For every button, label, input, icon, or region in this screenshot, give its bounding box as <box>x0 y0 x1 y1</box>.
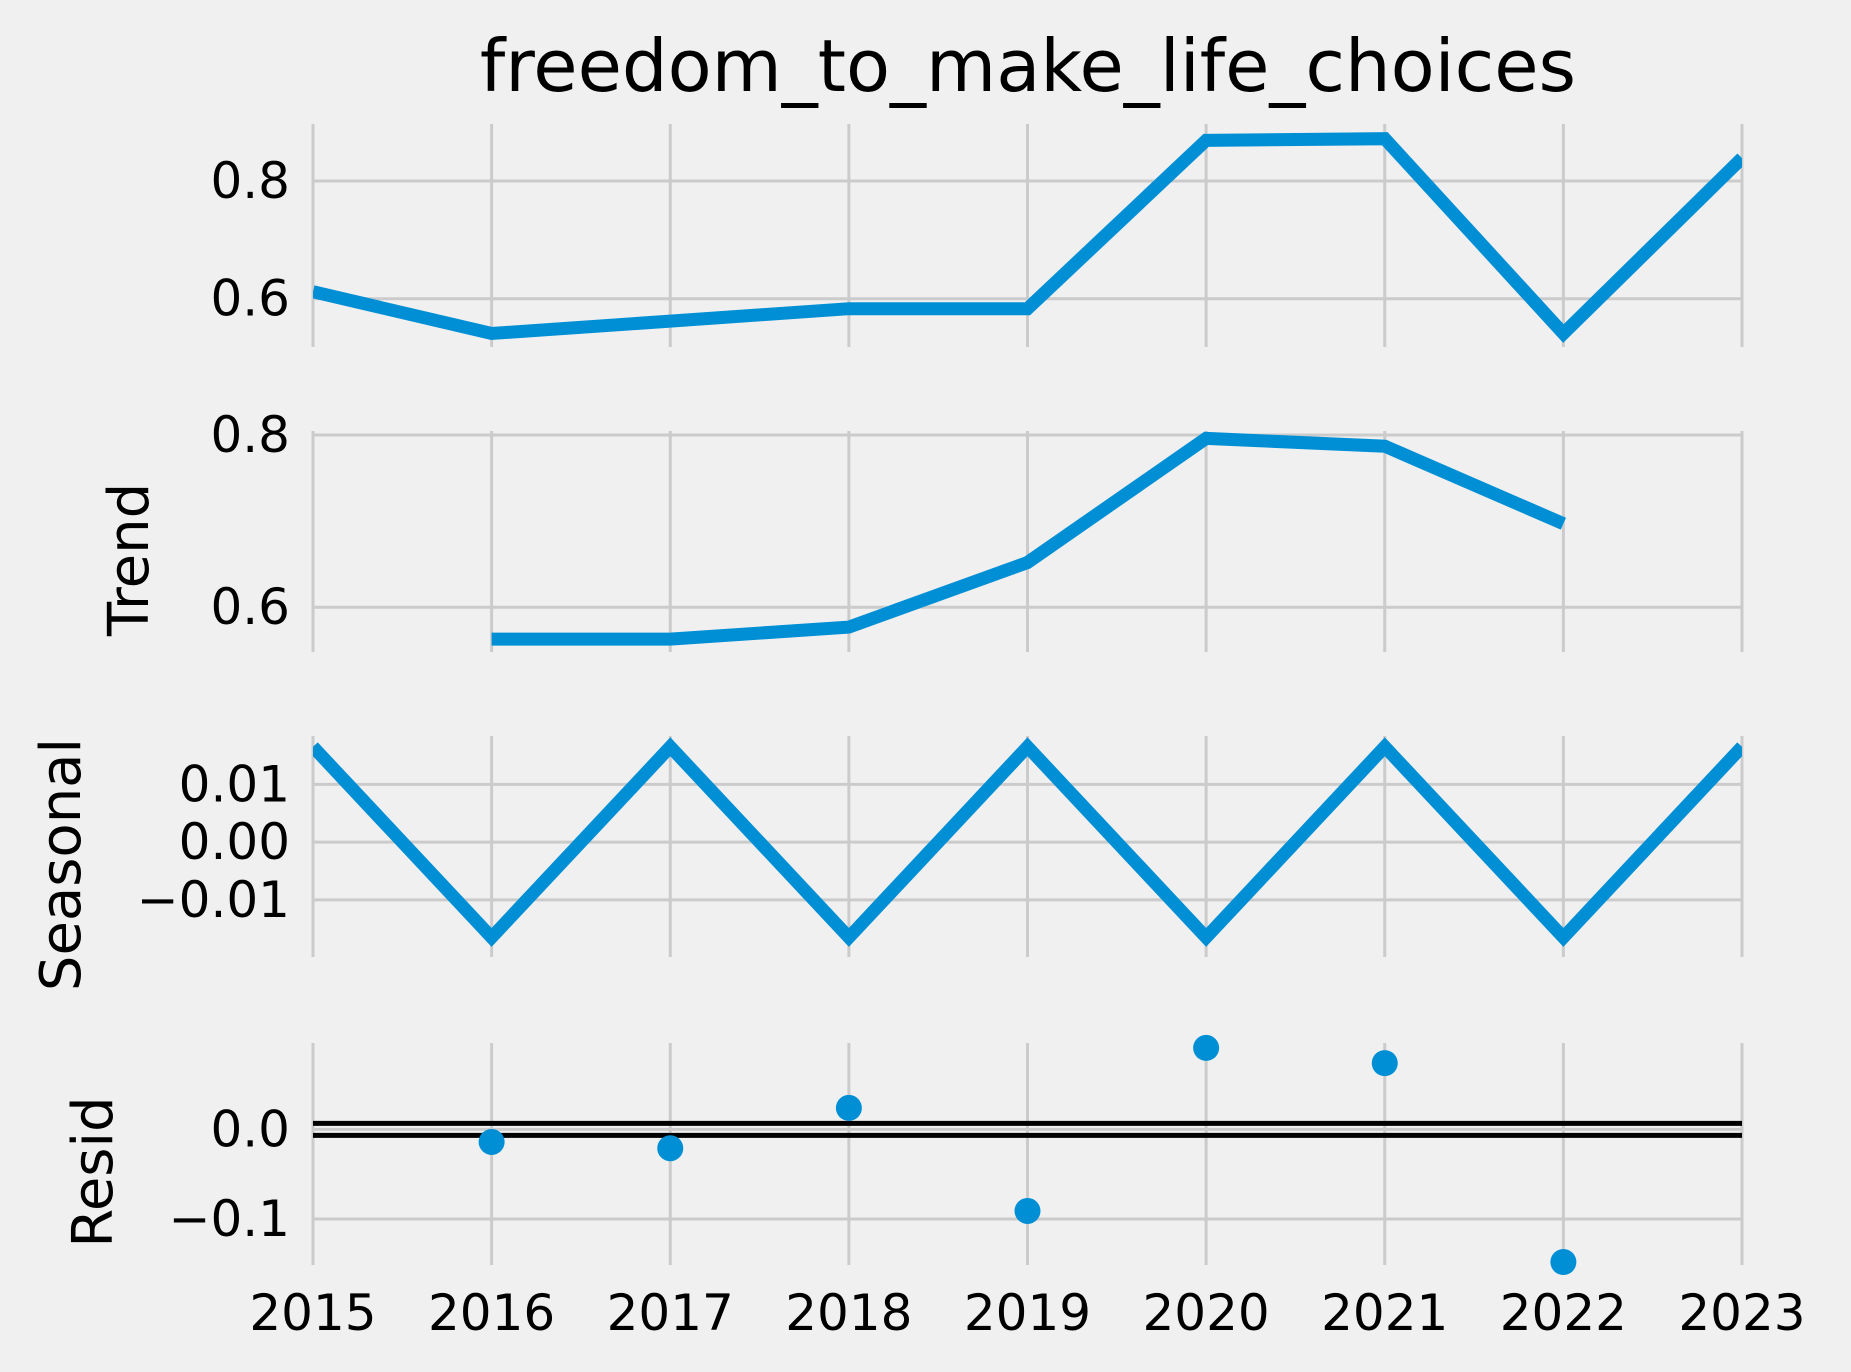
panel-ylabel-resid: Resid <box>61 1096 126 1247</box>
y-tick-label: 0.6 <box>210 578 290 636</box>
x-tick-label: 2016 <box>428 1284 555 1342</box>
resid-point <box>1550 1249 1577 1275</box>
panel-ylabel-trend: Trend <box>97 483 162 637</box>
x-tick-label: 2017 <box>607 1284 734 1342</box>
y-tick-label: 0.01 <box>179 755 290 813</box>
x-tick-label: 2022 <box>1500 1284 1627 1342</box>
resid-point <box>1371 1050 1398 1077</box>
y-tick-label: −0.1 <box>169 1190 290 1248</box>
x-tick-label: 2018 <box>785 1284 912 1342</box>
resid-point <box>657 1135 684 1162</box>
panel-resid: 0.0 −0.1 Resid <box>61 1034 1744 1275</box>
x-tick-label: 2021 <box>1321 1284 1448 1342</box>
y-tick-label: 0.8 <box>210 406 290 464</box>
panel-seasonal: 0.010.00−0.01 Seasonal <box>29 736 1744 991</box>
x-tick-label: 2019 <box>964 1284 1091 1342</box>
y-tick-label: 0.8 <box>210 152 290 210</box>
x-tick-label: 2020 <box>1143 1284 1270 1342</box>
y-tick-label: 0.0 <box>210 1100 290 1158</box>
x-tick-label: 2023 <box>1678 1284 1805 1342</box>
seasonal-series-line <box>313 737 1742 947</box>
y-tick-label: 0.6 <box>210 270 290 328</box>
resid-point <box>835 1094 862 1121</box>
resid-point <box>1193 1034 1220 1061</box>
panel-ylabel-seasonal: Seasonal <box>29 738 94 991</box>
x-tick-label: 2015 <box>249 1284 376 1342</box>
y-tick-label: 0.00 <box>179 813 290 871</box>
panel-observed: 0.6 0.8 <box>210 124 1744 347</box>
trend-series-line <box>491 431 1566 646</box>
observed-series-line <box>313 132 1742 343</box>
resid-point <box>478 1128 505 1155</box>
y-tick-label: −0.01 <box>137 871 290 929</box>
resid-point <box>1014 1197 1041 1224</box>
panel-trend: 0.6 0.8 Trend <box>97 406 1744 652</box>
chart-title: freedom_to_make_life_choices <box>480 24 1576 108</box>
